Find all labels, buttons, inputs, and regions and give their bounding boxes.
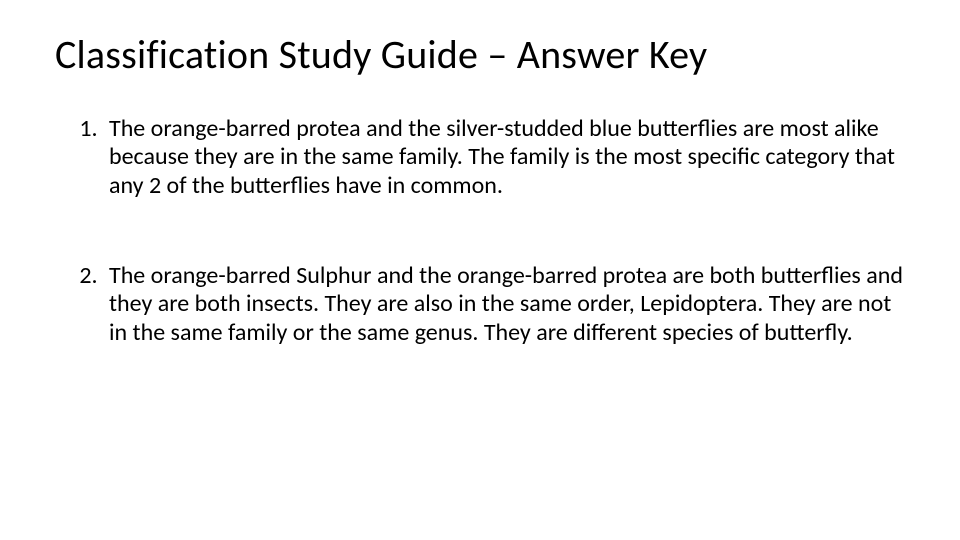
list-item: The orange-barred Sulphur and the orange… [103, 262, 905, 347]
answer-list: The orange-barred protea and the silver-… [55, 115, 905, 347]
list-item: The orange-barred protea and the silver-… [103, 115, 905, 200]
page-title: Classification Study Guide – Answer Key [55, 30, 905, 79]
slide: Classification Study Guide – Answer Key … [0, 0, 960, 540]
